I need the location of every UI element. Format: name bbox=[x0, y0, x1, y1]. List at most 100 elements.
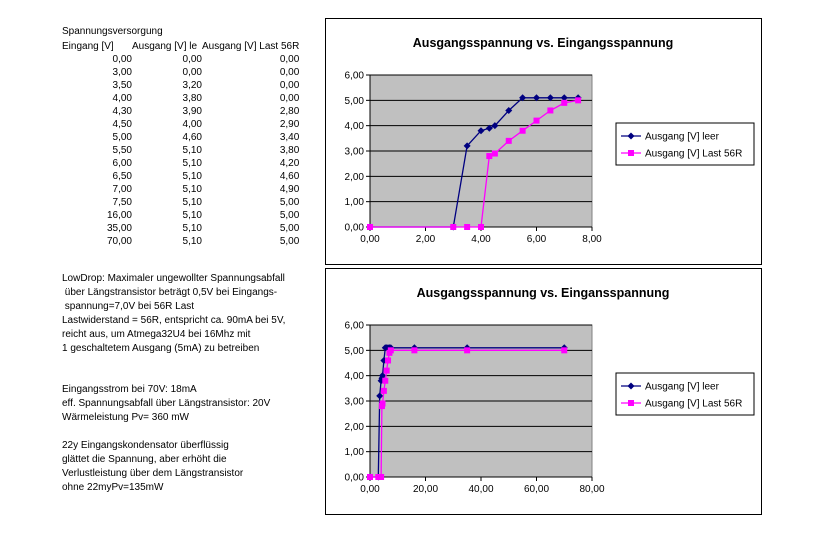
table-cell[interactable]: 4,60 bbox=[279, 171, 300, 182]
data-point bbox=[519, 127, 526, 134]
data-point bbox=[546, 94, 554, 102]
table-cell[interactable]: 16,00 bbox=[106, 210, 132, 221]
x-tick-label: 4,00 bbox=[471, 234, 491, 245]
table-cell[interactable]: 5,00 bbox=[279, 223, 300, 234]
data-point bbox=[478, 224, 484, 230]
table-cell[interactable]: 4,20 bbox=[279, 158, 300, 169]
legend bbox=[615, 372, 755, 416]
x-tick-label: 0,00 bbox=[360, 484, 380, 495]
table-cell[interactable]: 5,10 bbox=[182, 184, 202, 195]
table-cell[interactable]: 5,00 bbox=[279, 197, 300, 208]
x-tick-label: 20,00 bbox=[413, 484, 438, 495]
table-cell[interactable]: 5,10 bbox=[182, 158, 202, 169]
chart-title: Ausgangsspannung vs. Eingangsspannung bbox=[413, 36, 673, 50]
table-cell[interactable]: 0,00 bbox=[279, 80, 300, 91]
table-row: 5,00 4,60 3,40 bbox=[62, 131, 300, 144]
x-tick-label: 0,00 bbox=[360, 234, 380, 245]
table-cell[interactable]: 5,10 bbox=[182, 223, 202, 234]
table-cell[interactable]: 7,00 bbox=[112, 184, 132, 195]
table-cell[interactable]: 70,00 bbox=[106, 236, 132, 247]
table-row: 3,50 3,20 0,00 bbox=[62, 79, 300, 92]
table-cell[interactable]: 0,00 bbox=[182, 67, 202, 78]
x-tick-label: 40,00 bbox=[468, 484, 493, 495]
table-cell[interactable]: 3,20 bbox=[182, 80, 202, 91]
data-point bbox=[505, 137, 512, 144]
table-row: 4,50 4,00 2,90 bbox=[62, 118, 300, 131]
table-cell[interactable]: 3,00 bbox=[112, 67, 132, 78]
table-cell[interactable]: 2,90 bbox=[279, 119, 300, 130]
table-row: 3,00 0,00 0,00 bbox=[62, 66, 300, 79]
y-tick-label: 4,00 bbox=[345, 371, 365, 382]
chart-1[interactable]: Ausgangsspannung vs. Eingangsspannung 0,0… bbox=[325, 18, 762, 265]
table-cell[interactable]: 4,30 bbox=[112, 106, 132, 117]
table-cell[interactable]: 4,00 bbox=[112, 93, 132, 104]
data-point bbox=[380, 387, 387, 394]
note-input-current: Eingangsstrom bei 70V: 18mA eff. Spannun… bbox=[62, 384, 271, 423]
table-cell[interactable]: 0,00 bbox=[279, 54, 300, 65]
table-cell[interactable]: 3,80 bbox=[182, 93, 202, 104]
table-cell[interactable]: 35,00 bbox=[106, 223, 132, 234]
chart-2[interactable]: Ausgangsspannung vs. Eingansspannung 0,00… bbox=[325, 268, 762, 515]
table-cell[interactable]: 0,00 bbox=[112, 54, 132, 65]
table-cell[interactable]: 0,00 bbox=[279, 67, 300, 78]
table-cell[interactable]: 5,00 bbox=[279, 210, 300, 221]
data-point bbox=[387, 347, 394, 354]
column-header[interactable]: Eingang [V] bbox=[62, 41, 114, 52]
column-header[interactable]: Ausgang [V] Last 56R bbox=[202, 41, 300, 52]
table-cell[interactable]: 4,00 bbox=[182, 119, 202, 130]
legend-label: Ausgang [V] leer bbox=[645, 382, 720, 393]
data-point bbox=[533, 117, 540, 124]
table-cell[interactable]: 5,50 bbox=[112, 145, 132, 156]
table-cell[interactable]: 5,10 bbox=[182, 210, 202, 221]
table-cell[interactable]: 0,00 bbox=[182, 54, 202, 65]
data-point bbox=[533, 94, 540, 102]
legend-marker bbox=[628, 150, 634, 156]
data-point bbox=[477, 127, 485, 135]
table-cell[interactable]: 7,50 bbox=[112, 197, 132, 208]
data-point bbox=[575, 97, 582, 104]
data-point bbox=[464, 347, 471, 354]
table-row: 7,00 5,10 4,90 bbox=[62, 183, 300, 196]
table-cell[interactable]: 4,60 bbox=[182, 132, 202, 143]
table-row: 0,00 0,00 0,00 bbox=[62, 53, 300, 66]
legend bbox=[615, 122, 755, 166]
data-point bbox=[463, 142, 471, 150]
table-row: 4,30 3,90 2,80 bbox=[62, 105, 300, 118]
data-point bbox=[378, 474, 385, 480]
table-cell[interactable]: 3,40 bbox=[279, 132, 300, 143]
x-tick-label: 2,00 bbox=[416, 234, 436, 245]
table-cell[interactable]: 5,10 bbox=[182, 197, 202, 208]
data-point bbox=[385, 357, 392, 364]
table-cell[interactable]: 0,00 bbox=[279, 93, 300, 104]
chart-1-svg: Ausgangsspannung vs. Eingangsspannung 0,0… bbox=[345, 36, 755, 245]
table-body: 0,00 0,00 0,00 3,00 0,00 0,00 3,50 3,20 0,00 4,00… bbox=[62, 53, 299, 248]
table-cell[interactable]: 4,50 bbox=[112, 119, 132, 130]
note-capacitor: 22y Eingangskondensator überflüssig glät… bbox=[62, 440, 244, 493]
data-point bbox=[485, 124, 493, 132]
data-point bbox=[505, 106, 513, 114]
table-cell[interactable]: 5,00 bbox=[112, 132, 132, 143]
table-cell[interactable]: 5,00 bbox=[279, 236, 300, 247]
y-tick-label: 4,00 bbox=[345, 121, 365, 132]
table-cell[interactable]: 6,50 bbox=[112, 171, 132, 182]
data-point bbox=[547, 107, 554, 114]
y-tick-label: 5,00 bbox=[345, 96, 365, 107]
table-cell[interactable]: 2,80 bbox=[279, 106, 300, 117]
y-tick-label: 6,00 bbox=[345, 321, 365, 332]
table-cell[interactable]: 5,10 bbox=[182, 171, 202, 182]
table-cell[interactable]: 3,90 bbox=[182, 106, 202, 117]
table-cell[interactable]: 5,10 bbox=[182, 236, 202, 247]
table-cell[interactable]: 6,00 bbox=[112, 158, 132, 169]
table-row: 70,00 5,10 5,00 bbox=[62, 235, 299, 248]
data-table: Eingang [V] Ausgang [V] le Ausgang [V] L… bbox=[62, 40, 299, 248]
data-point bbox=[450, 224, 457, 230]
legend-marker bbox=[627, 132, 635, 140]
x-tick-label: 8,00 bbox=[582, 234, 602, 245]
column-header[interactable]: Ausgang [V] le bbox=[132, 41, 198, 52]
table-cell[interactable]: 5,10 bbox=[182, 145, 202, 156]
data-point bbox=[383, 367, 390, 374]
table-cell[interactable]: 3,80 bbox=[279, 145, 300, 156]
y-tick-label: 2,00 bbox=[345, 422, 365, 433]
table-cell[interactable]: 3,50 bbox=[112, 80, 132, 91]
table-cell[interactable]: 4,90 bbox=[279, 184, 300, 195]
